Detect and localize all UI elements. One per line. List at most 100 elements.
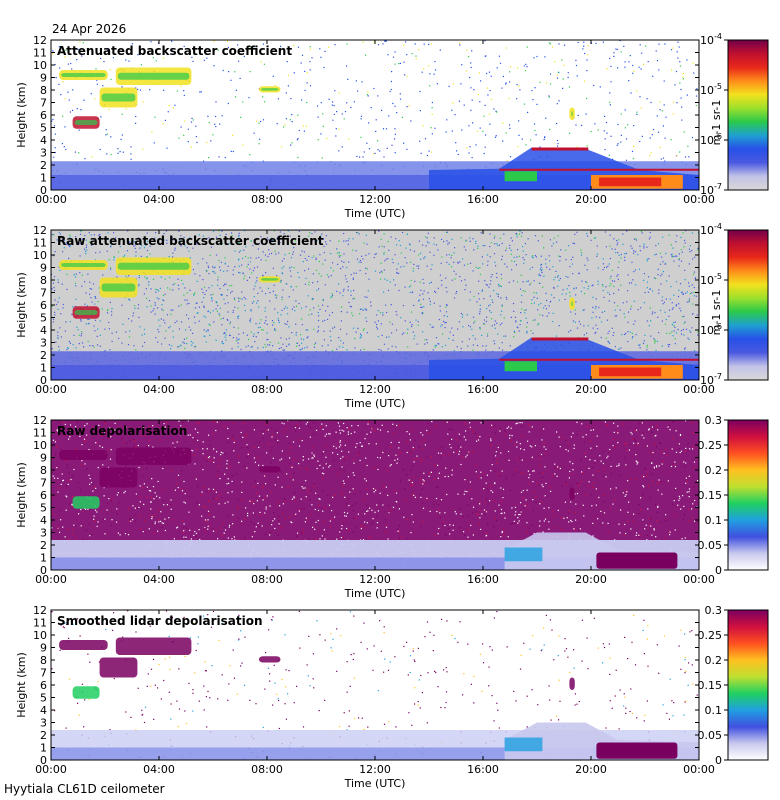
noise-pixel	[394, 284, 396, 286]
noise-pixel	[380, 311, 382, 314]
noise-pixel	[224, 529, 227, 531]
noise-pixel	[577, 41, 579, 44]
noise-pixel	[635, 238, 637, 240]
noise-pixel	[190, 121, 193, 123]
noise-pixel	[84, 508, 87, 510]
noise-pixel	[460, 463, 462, 466]
noise-pixel	[393, 279, 395, 281]
noise-pixel	[298, 344, 300, 347]
noise-pixel	[329, 240, 331, 242]
noise-pixel	[618, 254, 620, 256]
noise-pixel	[489, 123, 491, 125]
noise-pixel	[530, 303, 533, 305]
noise-pixel	[377, 428, 379, 430]
noise-pixel	[99, 233, 101, 236]
noise-pixel	[301, 99, 303, 101]
noise-pixel	[678, 258, 680, 260]
noise-pixel	[523, 103, 526, 105]
y-tick-label: 12	[33, 224, 47, 237]
noise-pixel	[397, 263, 399, 265]
noise-pixel	[221, 324, 223, 326]
noise-pixel	[357, 231, 359, 233]
noise-pixel	[527, 440, 529, 442]
noise-pixel	[457, 153, 459, 155]
noise-pixel	[247, 452, 249, 454]
noise-pixel	[69, 111, 71, 113]
noise-pixel	[221, 294, 223, 296]
noise-pixel	[655, 50, 657, 52]
noise-pixel	[567, 450, 569, 452]
noise-pixel	[270, 240, 273, 242]
noise-pixel	[65, 460, 67, 462]
noise-pixel	[446, 303, 448, 306]
noise-pixel	[67, 91, 69, 93]
noise-pixel	[496, 322, 498, 324]
noise-pixel	[88, 322, 90, 324]
noise-pixel	[386, 147, 388, 149]
x-tick-label: 12:00	[359, 193, 391, 206]
noise-pixel	[208, 456, 211, 458]
noise-pixel	[602, 522, 604, 524]
noise-pixel	[174, 249, 176, 251]
cloud-feature-edge	[117, 262, 190, 270]
noise-pixel	[616, 244, 618, 246]
noise-pixel	[110, 153, 112, 156]
noise-pixel	[254, 285, 256, 287]
noise-pixel	[692, 258, 694, 260]
noise-pixel	[262, 251, 264, 253]
noise-pixel	[573, 444, 575, 446]
noise-pixel	[306, 421, 309, 423]
noise-pixel	[477, 245, 479, 247]
noise-pixel	[152, 486, 155, 488]
noise-pixel	[100, 57, 102, 60]
noise-pixel	[158, 331, 160, 333]
noise-pixel	[324, 259, 326, 261]
noise-pixel	[103, 238, 106, 240]
noise-pixel	[655, 465, 658, 467]
noise-pixel	[517, 458, 519, 460]
noise-pixel	[496, 272, 498, 274]
noise-pixel	[646, 475, 648, 477]
noise-pixel	[327, 494, 329, 496]
noise-pixel	[95, 68, 97, 70]
noise-pixel	[377, 328, 379, 330]
noise-pixel	[180, 488, 182, 490]
noise-pixel	[81, 230, 83, 232]
noise-pixel	[586, 257, 588, 259]
noise-pixel	[229, 465, 231, 467]
noise-pixel	[459, 42, 461, 44]
noise-pixel	[238, 51, 240, 54]
noise-pixel	[516, 234, 518, 236]
noise-pixel	[389, 509, 392, 511]
noise-pixel	[692, 303, 694, 305]
noise-pixel	[423, 282, 425, 284]
noise-pixel	[57, 240, 60, 242]
noise-pixel	[314, 528, 316, 530]
noise-pixel	[665, 448, 667, 450]
noise-pixel	[278, 319, 280, 322]
noise-pixel	[343, 261, 345, 263]
noise-pixel	[174, 240, 176, 242]
noise-pixel	[594, 307, 597, 310]
noise-pixel	[468, 324, 470, 327]
noise-pixel	[330, 267, 332, 269]
noise-pixel	[581, 423, 583, 425]
noise-pixel	[361, 255, 363, 257]
noise-pixel	[333, 445, 335, 447]
noise-pixel	[148, 300, 151, 302]
noise-pixel	[230, 79, 232, 81]
noise-pixel	[404, 74, 406, 76]
noise-pixel	[598, 306, 600, 309]
noise-pixel	[112, 57, 114, 59]
noise-pixel	[634, 320, 636, 322]
noise-pixel	[204, 293, 206, 295]
noise-pixel	[569, 266, 571, 268]
noise-pixel	[67, 347, 69, 349]
noise-pixel	[520, 301, 523, 303]
noise-pixel	[383, 343, 386, 345]
noise-pixel	[346, 281, 348, 283]
noise-pixel	[451, 254, 453, 256]
noise-pixel	[199, 275, 201, 277]
noise-pixel	[258, 525, 260, 528]
noise-pixel	[554, 473, 556, 475]
